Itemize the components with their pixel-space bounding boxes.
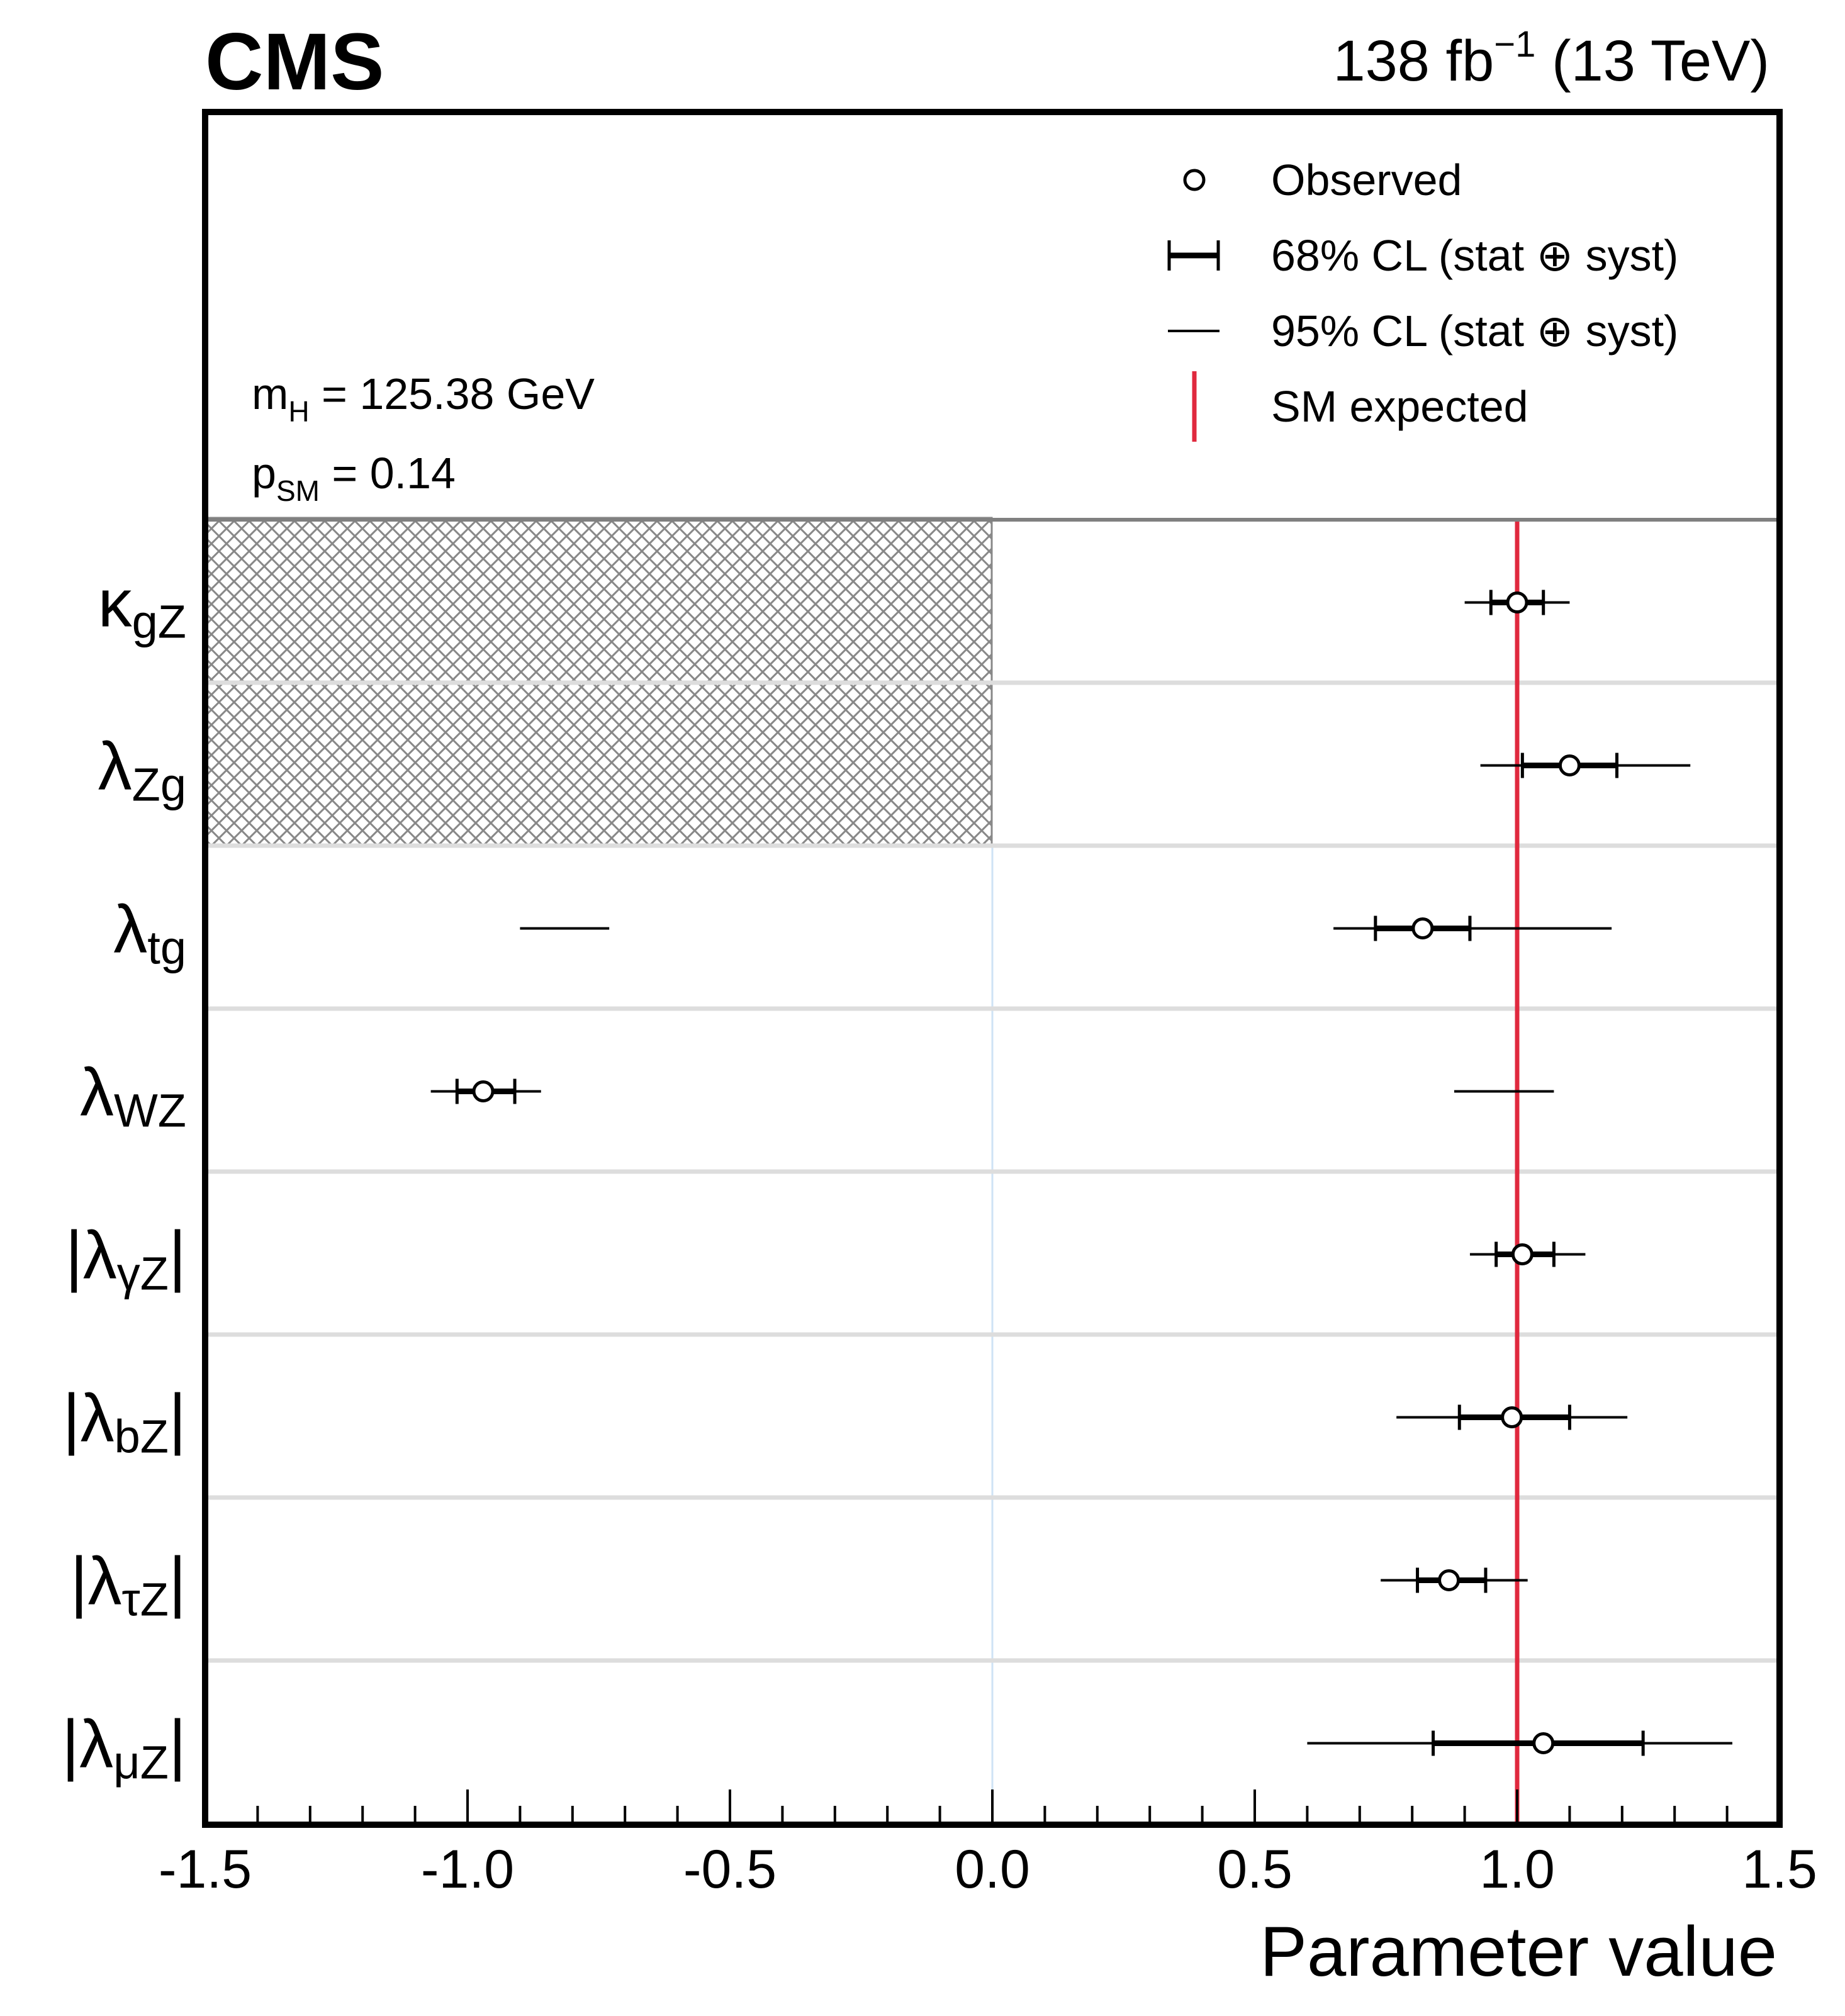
observed-point xyxy=(1558,754,1581,776)
parameter-row-lambda_bZ: |λbZ| xyxy=(63,1380,1628,1463)
plot-frame xyxy=(202,109,1783,1828)
x-tick-label: -0.5 xyxy=(683,1839,777,1900)
parameter-row-lambda_muZ: |λμZ| xyxy=(62,1706,1732,1789)
psm-label: pSM = 0.14 xyxy=(252,449,456,507)
parameter-row-lambda_WZ: λWZ xyxy=(80,1054,1554,1137)
observed-point xyxy=(1438,1569,1461,1591)
observed-point xyxy=(1511,1243,1534,1265)
observed-point xyxy=(1501,1406,1523,1428)
legend: Observed 68% CL (stat ⊕ syst) 95% CL (st… xyxy=(1167,155,1678,442)
parameter-row-lambda_gammaZ: |λγZ| xyxy=(65,1217,1586,1300)
parameter-label: λZg xyxy=(98,728,186,811)
x-tick-label: 1.5 xyxy=(1742,1839,1817,1900)
x-axis-title: Parameter value xyxy=(1260,1912,1777,1991)
grid-layer: -1.5 -1.0 -0.5 0.0 0.5 1.0 1.5 xyxy=(159,520,1817,1900)
experiment-label: CMS xyxy=(205,17,384,107)
observed-point xyxy=(1411,917,1434,939)
x-tick-label: 0.0 xyxy=(955,1839,1030,1900)
luminosity-label: 138 fb−1 (13 TeV) xyxy=(1333,24,1769,93)
x-tick-label: 0.5 xyxy=(1217,1839,1293,1900)
legend-cl68-label: 68% CL (stat ⊕ syst) xyxy=(1271,231,1678,280)
observed-point xyxy=(1532,1732,1555,1754)
parameter-label: |λτZ| xyxy=(70,1543,186,1626)
observed-point xyxy=(472,1080,495,1102)
x-tick-label: -1.0 xyxy=(421,1839,514,1900)
legend-cl95-label: 95% CL (stat ⊕ syst) xyxy=(1271,306,1678,356)
parameter-row-lambda_tauZ: |λτZ| xyxy=(70,1543,1528,1626)
observed-point xyxy=(1506,591,1528,613)
legend-observed-marker xyxy=(1183,169,1206,191)
x-tick-label: -1.5 xyxy=(159,1839,252,1900)
parameter-row-lambda_Zg: λZg xyxy=(98,728,1691,811)
x-tick-label: 1.0 xyxy=(1479,1839,1555,1900)
higgs-mass-label: mH = 125.38 GeV xyxy=(252,369,595,428)
parameter-row-kappa_gZ: κgZ xyxy=(98,565,1570,648)
legend-observed-label: Observed xyxy=(1271,155,1462,204)
parameter-label: λWZ xyxy=(80,1054,186,1137)
parameter-row-lambda_tg: λtg xyxy=(113,891,1612,974)
marks-layer: κgZ λZg λtg λWZ |λγZ| |λbZ| |λτZ| |λμZ| xyxy=(62,565,1732,1789)
parameter-label: κgZ xyxy=(98,565,186,648)
legend-sm-label: SM expected xyxy=(1271,382,1528,431)
parameter-label: |λμZ| xyxy=(62,1706,186,1789)
parameter-label: |λbZ| xyxy=(63,1380,186,1463)
parameter-label: λtg xyxy=(113,891,186,974)
parameter-label: |λγZ| xyxy=(65,1217,186,1300)
